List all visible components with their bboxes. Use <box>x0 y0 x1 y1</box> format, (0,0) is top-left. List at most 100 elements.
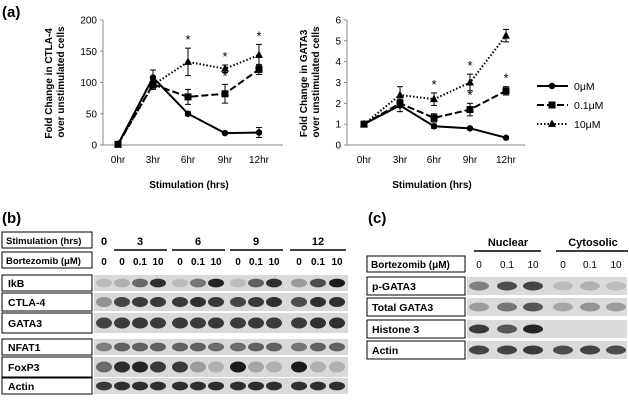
blot-strip <box>467 320 627 338</box>
y-tick-label: 6 <box>335 16 341 27</box>
point-marker <box>255 129 263 136</box>
point-marker <box>502 87 510 95</box>
band <box>580 325 600 334</box>
row-label: GATA3 <box>8 318 42 330</box>
band <box>329 342 345 352</box>
band <box>497 324 517 334</box>
bort-label: Bortezomib (μM) <box>6 256 81 267</box>
band <box>553 345 573 355</box>
band <box>132 297 148 307</box>
y-tick-label: 0 <box>91 141 97 152</box>
band <box>329 278 345 288</box>
point-marker <box>502 31 510 39</box>
row-label-box <box>1 292 93 312</box>
blot-b: Stimulation (hrs) Bortezomib (μM) 0 3 6 9 12… <box>1 231 348 395</box>
band <box>580 302 600 312</box>
band <box>248 381 264 391</box>
band <box>310 342 326 352</box>
band <box>329 361 345 373</box>
point-marker <box>430 94 438 103</box>
row-label: IkB <box>8 278 25 290</box>
y-tick-label: 150 <box>80 47 97 58</box>
band <box>172 361 188 373</box>
band <box>172 317 188 329</box>
band <box>132 278 148 288</box>
stim-label-box <box>1 231 93 249</box>
band <box>190 278 206 288</box>
y-tick-label: 200 <box>80 16 97 27</box>
band <box>329 317 345 329</box>
band <box>497 345 517 355</box>
band <box>291 317 307 329</box>
band <box>96 361 112 373</box>
y-tick-label: 100 <box>80 78 97 89</box>
x-tick-label: 3hr <box>393 155 408 166</box>
band <box>329 297 345 307</box>
point-marker <box>255 50 263 58</box>
band <box>523 302 543 312</box>
band <box>266 278 282 288</box>
significance-star: * <box>431 77 436 92</box>
point-marker <box>466 106 474 114</box>
row-label: FoxP3 <box>8 362 40 374</box>
band <box>190 342 206 352</box>
band <box>114 278 130 288</box>
band <box>150 317 166 329</box>
legend-label: 10μM <box>574 119 600 131</box>
header-cytosolic: Cytosolic <box>568 237 618 249</box>
band <box>190 317 206 329</box>
significance-star: * <box>222 49 227 64</box>
header-nuclear: Nuclear <box>488 237 529 249</box>
band <box>580 345 600 355</box>
band <box>96 342 112 352</box>
bort-value-label: 0 <box>296 257 302 268</box>
band <box>266 317 282 329</box>
band <box>114 297 130 307</box>
point-marker <box>466 78 474 86</box>
band <box>291 342 307 352</box>
bort-value-label: 0 <box>560 260 566 271</box>
stim-group-label: 9 <box>253 236 259 248</box>
bort-value-label: 0 <box>235 257 241 268</box>
band <box>310 278 326 288</box>
point-marker <box>184 57 192 65</box>
panel-label-a: (a) <box>2 4 20 21</box>
band <box>291 381 307 391</box>
point-marker <box>184 93 192 101</box>
gata3-chart: 0 1 2 3 4 5 6 0hr 3hr 6hr 9hr 12hr * * * * Fold Chang… <box>299 16 603 192</box>
x-tick-label: 12hr <box>249 155 270 166</box>
y-axis-label: Fold Change in GATA3 over unstimulated c… <box>299 26 322 138</box>
bort-value-label: 0 <box>177 257 183 268</box>
row-label: Actin <box>8 381 34 393</box>
x-tick-label: 12hr <box>496 155 517 166</box>
bort-label-box <box>366 255 466 273</box>
band <box>208 317 224 329</box>
band <box>469 302 489 312</box>
x-tick-label: 9hr <box>218 155 233 166</box>
band <box>606 302 626 312</box>
significance-star: * <box>185 32 190 47</box>
row-label-box <box>366 340 466 360</box>
row-label-box <box>1 356 93 378</box>
stim-group-label: 0 <box>101 236 107 248</box>
bort-label: Bortezomib (μM) <box>371 260 450 271</box>
band <box>523 345 543 355</box>
band <box>172 381 188 391</box>
point-marker <box>548 82 556 90</box>
band <box>172 278 188 288</box>
blot-strip <box>467 298 627 316</box>
band <box>329 381 345 391</box>
stim-group-label: 3 <box>137 236 143 248</box>
bort-value-label: 0 <box>101 257 107 268</box>
band <box>469 345 489 355</box>
bort-label-box <box>1 251 93 269</box>
legend: 0μM 0.1μM 10μM <box>537 81 603 131</box>
band <box>230 342 246 352</box>
legend-label: 0μM <box>574 81 595 93</box>
band <box>497 281 517 291</box>
point-marker <box>184 110 192 117</box>
band <box>230 278 246 288</box>
bort-value-label: 0.1 <box>583 260 597 271</box>
blot-strip <box>467 341 627 359</box>
